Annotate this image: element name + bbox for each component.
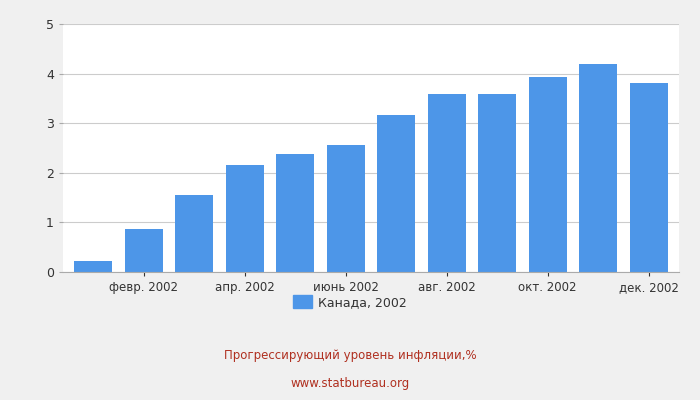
Bar	[327, 144, 365, 272]
Bar	[175, 195, 214, 272]
Bar	[74, 261, 112, 272]
Bar	[377, 115, 415, 272]
Bar	[478, 94, 516, 272]
Bar	[580, 64, 617, 272]
Bar	[428, 94, 466, 272]
Text: www.statbureau.org: www.statbureau.org	[290, 378, 410, 390]
Bar	[276, 154, 314, 272]
Bar	[226, 165, 264, 272]
Bar	[125, 229, 162, 272]
Bar	[630, 83, 668, 272]
Legend: Канада, 2002: Канада, 2002	[288, 290, 412, 314]
Text: Прогрессирующий уровень инфляции,%: Прогрессирующий уровень инфляции,%	[224, 350, 476, 362]
Bar	[528, 77, 567, 272]
